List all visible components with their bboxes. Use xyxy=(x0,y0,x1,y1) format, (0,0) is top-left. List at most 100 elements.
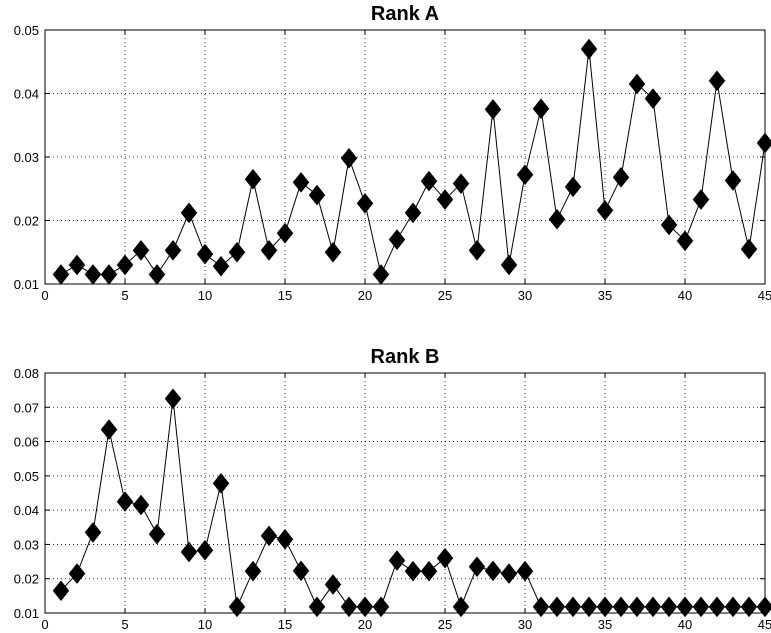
data-point-marker xyxy=(68,254,86,276)
data-point-marker xyxy=(52,264,70,285)
data-point-marker xyxy=(116,254,134,276)
data-point-marker xyxy=(724,596,742,618)
data-point-marker xyxy=(628,596,646,618)
data-point-marker xyxy=(276,222,294,244)
data-point-marker xyxy=(452,596,470,618)
chart-rank-a: Rank A 0 5 10 15 20 25 30 35 40 45 0.01 0.02 0.03 0.04… xyxy=(14,3,771,303)
data-point-marker xyxy=(292,560,310,582)
data-point-marker xyxy=(580,38,598,60)
data-point-marker xyxy=(468,556,486,578)
x-tick-label: 35 xyxy=(598,288,612,303)
data-point-marker xyxy=(196,243,214,265)
x-tick-label: 25 xyxy=(438,288,452,303)
chart-rank-b: Rank B 0 5 10 15 20 25 30 35 40 45 0.01 0.02 0.03 0.04… xyxy=(14,346,771,632)
data-point-marker xyxy=(564,596,582,618)
data-point-marker xyxy=(468,239,486,261)
data-point-marker xyxy=(644,596,662,618)
data-point-marker xyxy=(196,539,214,561)
data-point-marker xyxy=(244,168,262,190)
axes-box xyxy=(44,29,766,285)
data-point-marker xyxy=(116,491,134,512)
data-point-marker xyxy=(164,388,182,410)
data-point-marker xyxy=(68,563,86,584)
data-point-marker xyxy=(676,230,694,252)
data-point-marker xyxy=(436,189,454,210)
data-point-marker xyxy=(132,494,150,516)
data-point-marker xyxy=(404,560,422,582)
x-tick-label: 10 xyxy=(198,617,212,632)
y-tick-label: 0.03 xyxy=(14,150,39,165)
x-tick-label: 10 xyxy=(198,288,212,303)
data-point-marker xyxy=(500,563,518,584)
x-tick-label: 40 xyxy=(678,288,692,303)
data-point-marker xyxy=(308,184,326,206)
data-point-marker xyxy=(212,255,230,277)
data-point-marker xyxy=(596,199,614,221)
data-point-marker xyxy=(676,596,694,618)
data-point-marker xyxy=(132,239,150,261)
y-tick-label: 0.06 xyxy=(14,435,39,450)
data-point-marker xyxy=(340,596,358,618)
data-point-marker xyxy=(100,419,118,440)
x-tick-label: 0 xyxy=(41,617,48,632)
y-tick-label: 0.08 xyxy=(14,366,39,381)
data-point-marker xyxy=(500,254,518,276)
data-point-marker xyxy=(148,264,166,285)
x-tick-label: 30 xyxy=(518,288,532,303)
data-point-marker xyxy=(532,98,550,120)
data-point-marker xyxy=(740,596,758,618)
data-point-marker xyxy=(228,241,246,263)
data-point-marker xyxy=(452,173,470,195)
data-point-marker xyxy=(180,202,198,224)
y-tick-label: 0.01 xyxy=(14,606,39,621)
series-line xyxy=(60,48,766,277)
data-point-marker xyxy=(52,580,70,602)
data-point-marker xyxy=(628,73,646,95)
y-tick-label: 0.05 xyxy=(14,469,39,484)
data-point-marker xyxy=(484,560,502,582)
data-point-marker xyxy=(532,596,550,618)
data-point-marker xyxy=(516,164,534,186)
data-point-marker xyxy=(372,596,390,618)
data-point-marker xyxy=(324,241,342,263)
data-point-marker xyxy=(260,525,278,547)
data-point-marker xyxy=(180,541,198,563)
data-point-marker xyxy=(692,189,710,210)
data-point-marker xyxy=(580,596,598,618)
data-point-marker xyxy=(612,596,630,618)
data-point-marker xyxy=(148,523,166,545)
x-tick-label: 30 xyxy=(518,617,532,632)
data-point-marker xyxy=(436,547,454,569)
data-point-marker xyxy=(708,596,726,618)
data-point-marker xyxy=(212,472,230,494)
x-tick-label: 45 xyxy=(758,288,771,303)
chart-title: Rank A xyxy=(371,3,439,25)
data-point-marker xyxy=(324,574,342,595)
data-point-marker xyxy=(756,132,771,154)
data-point-marker xyxy=(564,176,582,198)
data-point-marker xyxy=(388,550,406,571)
data-point-marker xyxy=(84,264,102,285)
x-tick-label: 15 xyxy=(278,288,292,303)
y-tick-label: 0.01 xyxy=(14,277,39,292)
data-point-marker xyxy=(244,560,262,582)
y-tick-label: 0.02 xyxy=(14,572,39,587)
y-tick-label: 0.03 xyxy=(14,537,39,552)
x-tick-label: 5 xyxy=(121,617,128,632)
y-tick-label: 0.04 xyxy=(14,503,39,518)
x-tick-label: 15 xyxy=(278,617,292,632)
y-tick-label: 0.07 xyxy=(14,400,39,415)
data-point-marker xyxy=(100,264,118,285)
data-point-marker xyxy=(260,239,278,261)
data-point-marker xyxy=(292,171,310,193)
x-tick-label: 35 xyxy=(598,617,612,632)
data-point-marker xyxy=(724,170,742,191)
x-tick-label: 45 xyxy=(758,617,771,632)
data-point-marker xyxy=(596,596,614,618)
data-point-marker xyxy=(276,528,294,550)
y-tick-label: 0.05 xyxy=(14,23,39,38)
x-tick-label: 20 xyxy=(358,617,372,632)
data-point-marker xyxy=(356,192,374,214)
data-point-marker xyxy=(372,264,390,285)
